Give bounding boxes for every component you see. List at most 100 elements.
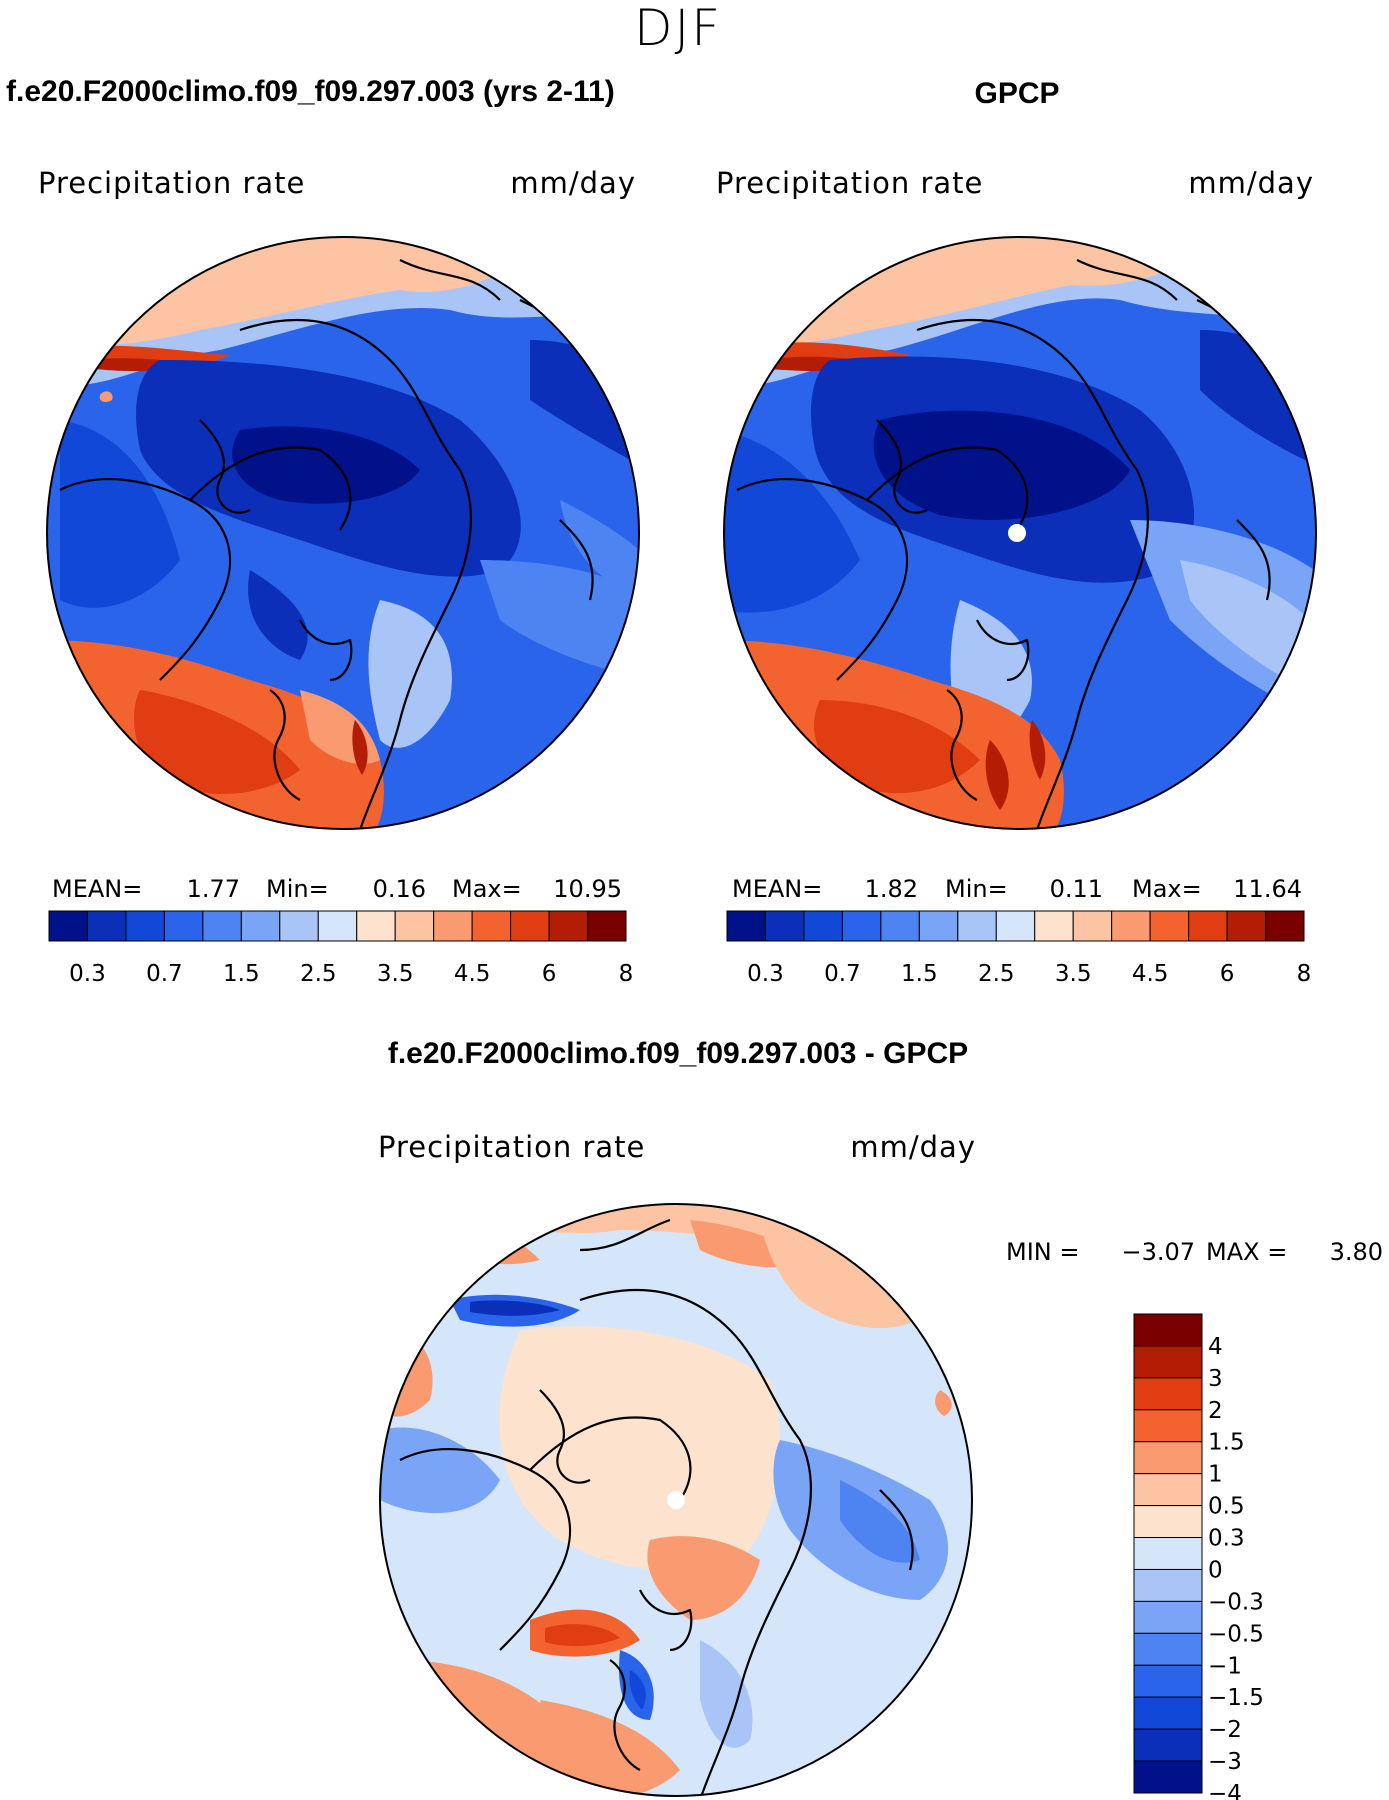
obs-colorbar-swatch: [764, 910, 805, 942]
diff-pole-hole: [667, 1491, 685, 1509]
diff-colorbar-swatch: [1133, 1600, 1203, 1634]
diff-stats: MIN = −3.07 MAX = 3.80: [1006, 1238, 1383, 1266]
obs-min-label: Min=: [945, 875, 1008, 903]
obs-panel: GPCP Precipitation rate mm/day: [716, 77, 1317, 987]
model-colorbar-tick-label: 1.5: [223, 961, 260, 987]
model-colorbar-swatch: [471, 910, 512, 942]
obs-mean-label: MEAN=: [732, 875, 822, 903]
obs-colorbar-swatch: [1034, 910, 1074, 942]
obs-mean-value: 1.82: [865, 875, 918, 903]
model-mean-value: 1.77: [187, 875, 240, 903]
model-max-label: Max=: [452, 875, 522, 903]
obs-colorbar-tick-label: 0.3: [747, 961, 784, 987]
diff-colorbar-swatch: [1133, 1568, 1203, 1602]
model-colorbar-tick-label: 0.3: [69, 961, 106, 987]
obs-colorbar-tick-label: 8: [1297, 961, 1312, 987]
obs-colorbar-swatch: [1149, 910, 1190, 942]
obs-colorbar-tick-label: 4.5: [1132, 961, 1169, 987]
diff-min-value: −3.07: [1121, 1238, 1195, 1266]
diff-colorbar-swatch: [1133, 1441, 1203, 1475]
diff-colorbar-tick-label: 3: [1208, 1366, 1223, 1392]
model-colorbar-swatch: [279, 910, 319, 942]
model-map: [46, 236, 640, 830]
model-colorbar-swatch: [394, 910, 435, 942]
model-colorbar-swatch: [202, 910, 242, 942]
diff-units-label: mm/day: [850, 1130, 976, 1164]
model-max-value: 10.95: [553, 875, 622, 903]
obs-stats: MEAN= 1.82 Min= 0.11 Max= 11.64: [732, 875, 1302, 903]
model-colorbar-tick-label: 0.7: [146, 961, 183, 987]
obs-colorbar: 0.3 0.7 1.5 2.5 3.5 4.5 6 8: [726, 910, 1312, 987]
obs-colorbar-swatch: [1072, 910, 1113, 942]
model-colorbar-swatch: [317, 910, 358, 942]
diff-colorbar-swatch: [1133, 1632, 1203, 1666]
model-colorbar-tick-label: 8: [619, 961, 634, 987]
model-colorbar: 0.3 0.7 1.5 2.5 3.5 4.5 6 8: [48, 910, 634, 987]
model-colorbar-swatch: [548, 910, 589, 942]
model-min-label: Min=: [266, 875, 329, 903]
season-title: DJF: [634, 0, 722, 57]
obs-max-label: Max=: [1132, 875, 1202, 903]
obs-colorbar-swatch: [841, 910, 882, 942]
obs-colorbar-swatch: [726, 910, 766, 942]
diff-max-label: MAX =: [1206, 1238, 1287, 1266]
obs-colorbar-swatch: [995, 910, 1036, 942]
diff-colorbar-tick-label: −2: [1208, 1717, 1242, 1743]
model-colorbar-swatch: [240, 910, 281, 942]
diff-colorbar-tick-label: 0.3: [1208, 1526, 1245, 1552]
obs-colorbar-tick-label: 0.7: [824, 961, 861, 987]
model-colorbar-tick-label: 3.5: [377, 961, 414, 987]
obs-colorbar-swatch: [880, 910, 920, 942]
model-stats: MEAN= 1.77 Min= 0.16 Max= 10.95: [52, 875, 622, 903]
model-panel: f.e20.F2000climo.f09_f09.297.003 (yrs 2-…: [6, 75, 640, 987]
diff-panel-title: f.e20.F2000climo.f09_f09.297.003 - GPCP: [388, 1037, 968, 1070]
obs-max-value: 11.64: [1233, 875, 1302, 903]
obs-colorbar-swatch: [1111, 910, 1151, 942]
model-colorbar-swatch: [86, 910, 127, 942]
diff-colorbar-swatch: [1133, 1377, 1203, 1411]
diff-colorbar-tick-label: −4: [1208, 1781, 1242, 1800]
diff-colorbar: 4 3 2 1.5 1 0.5 0.3 0 −0.3 −0.5 −1 −1.5 −2 −3 −4: [1133, 1313, 1264, 1800]
diff-colorbar-swatch: [1133, 1728, 1203, 1762]
diff-colorbar-tick-label: 1: [1208, 1462, 1223, 1488]
model-colorbar-swatch: [433, 910, 473, 942]
model-colorbar-swatch: [48, 910, 88, 942]
diff-max-value: 3.80: [1330, 1238, 1383, 1266]
model-panel-title: f.e20.F2000climo.f09_f09.297.003 (yrs 2-…: [6, 75, 615, 108]
diff-panel: f.e20.F2000climo.f09_f09.297.003 - GPCP …: [378, 1037, 1383, 1800]
obs-colorbar-tick-label: 2.5: [978, 961, 1015, 987]
diff-colorbar-swatch: [1133, 1696, 1203, 1730]
model-colorbar-swatch: [356, 910, 396, 942]
model-mean-label: MEAN=: [52, 875, 142, 903]
diff-colorbar-swatch: [1133, 1409, 1203, 1443]
obs-colorbar-swatch: [1226, 910, 1267, 942]
diff-colorbar-swatch: [1133, 1537, 1203, 1570]
model-colorbar-tick-label: 4.5: [454, 961, 491, 987]
obs-colorbar-tick-label: 1.5: [901, 961, 938, 987]
diff-colorbar-swatch: [1133, 1505, 1203, 1539]
obs-colorbar-tick-label: 3.5: [1055, 961, 1092, 987]
diff-min-label: MIN =: [1006, 1238, 1079, 1266]
diff-colorbar-tick-label: −0.5: [1208, 1621, 1264, 1647]
obs-colorbar-tick-label: 6: [1220, 961, 1235, 987]
diff-colorbar-tick-label: −3: [1208, 1749, 1242, 1775]
obs-pole-hole: [1008, 524, 1026, 542]
model-colorbar-tick-label: 6: [542, 961, 557, 987]
model-colorbar-swatch: [125, 910, 165, 942]
diff-colorbar-tick-label: 0.5: [1208, 1494, 1245, 1520]
diff-colorbar-swatch: [1133, 1760, 1203, 1794]
obs-map: [723, 236, 1317, 830]
diff-colorbar-swatch: [1133, 1345, 1203, 1379]
diff-colorbar-tick-label: −1: [1208, 1653, 1242, 1679]
diff-map: [379, 1203, 973, 1797]
model-colorbar-tick-label: 2.5: [300, 961, 337, 987]
diff-colorbar-tick-label: 2: [1208, 1398, 1223, 1424]
obs-min-value: 0.11: [1050, 875, 1103, 903]
diff-colorbar-swatch: [1133, 1313, 1203, 1347]
diff-colorbar-swatch: [1133, 1664, 1203, 1698]
model-colorbar-swatch: [163, 910, 204, 942]
diff-variable-label: Precipitation rate: [378, 1130, 645, 1164]
obs-colorbar-swatch: [803, 910, 843, 942]
diff-colorbar-tick-label: 0: [1208, 1557, 1223, 1583]
diff-colorbar-tick-label: −0.3: [1208, 1589, 1264, 1615]
